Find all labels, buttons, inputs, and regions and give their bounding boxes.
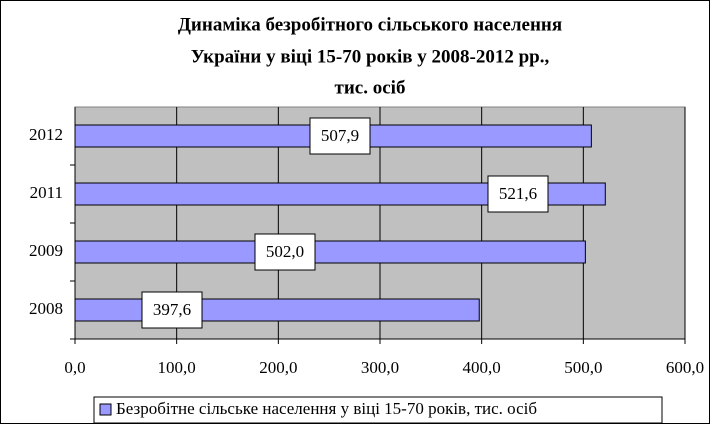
y-tick-label: 2008 [29, 299, 63, 318]
data-label-box [141, 291, 203, 329]
y-tick-label: 2012 [29, 125, 63, 144]
data-label: 502,0 [266, 242, 304, 261]
y-tick-label: 2011 [30, 183, 63, 202]
x-tick-label: 0,0 [64, 358, 85, 377]
data-label: 521,6 [499, 184, 537, 203]
x-tick-label: 300,0 [361, 358, 399, 377]
data-label: 507,9 [321, 126, 359, 145]
data-label-box [487, 175, 549, 213]
bar [74, 240, 586, 264]
legend-label: Безробітне сільське населення у віці 15-… [116, 399, 537, 418]
legend-box [93, 396, 663, 424]
x-tick-label: 100,0 [158, 358, 196, 377]
x-tick-label: 400,0 [463, 358, 501, 377]
y-tick-label: 2009 [29, 241, 63, 260]
x-tick-label: 600,0 [666, 358, 704, 377]
chart-title: тис. осіб [335, 77, 406, 98]
x-tick-label: 500,0 [564, 358, 602, 377]
data-label: 397,6 [153, 300, 191, 319]
chart-title: України у віці 15-70 років у 2008-2012 р… [191, 46, 550, 67]
bar [74, 182, 606, 206]
x-tick-label: 200,0 [259, 358, 297, 377]
data-label-box [309, 117, 371, 155]
bar [74, 298, 480, 322]
data-label-box [254, 233, 316, 271]
chart-title: Динаміка безробітного сільського населен… [178, 14, 562, 35]
legend-swatch [99, 403, 112, 416]
